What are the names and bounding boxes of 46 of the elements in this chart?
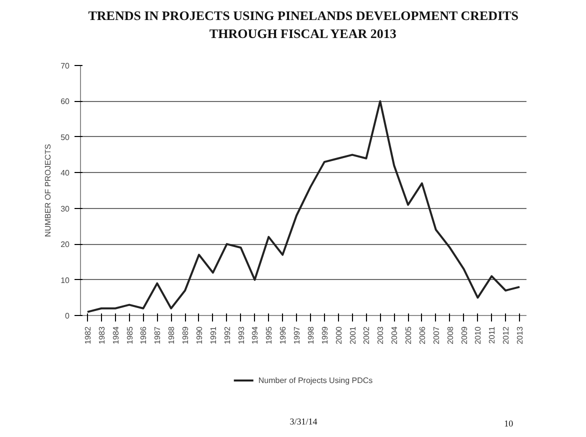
x-tick-label: 2013 bbox=[516, 326, 525, 344]
x-tick-label: 2004 bbox=[390, 326, 400, 344]
x-tick-label: 2001 bbox=[348, 326, 358, 344]
chart-title: TRENDS IN PROJECTS USING PINELANDS DEVELOPMENT CREDITS THROUGH FISCAL YEAR 2013 bbox=[88, 8, 519, 41]
legend-label: Number of Projects Using PDCs bbox=[258, 376, 373, 384]
x-tick-label: 1984 bbox=[111, 326, 120, 344]
x-tick-label: 1998 bbox=[306, 326, 316, 344]
text: 10 bbox=[504, 418, 514, 428]
x-tick-label: 1982 bbox=[83, 326, 92, 344]
x-tick-label: 1993 bbox=[236, 326, 246, 344]
x-tick-label: 2010 bbox=[474, 326, 483, 344]
y-tick-label: 40 bbox=[60, 168, 70, 178]
y-tick-label: 50 bbox=[60, 132, 70, 142]
x-tick-label: 1992 bbox=[222, 326, 232, 344]
x-tick-label: 2009 bbox=[460, 326, 469, 344]
y-tick-label: 0 bbox=[65, 312, 70, 320]
x-tick-label: 2005 bbox=[404, 326, 414, 344]
y-tick-label: 60 bbox=[60, 97, 70, 106]
y-tick-label: 30 bbox=[60, 204, 70, 214]
x-tick-label: 2002 bbox=[362, 326, 372, 344]
x-tick-label: 1986 bbox=[139, 326, 148, 344]
x-tick-label: 1996 bbox=[278, 326, 288, 344]
x-tick-label: 2011 bbox=[488, 326, 497, 344]
x-tick-label: 2003 bbox=[376, 326, 386, 344]
x-tick-label: 2000 bbox=[334, 326, 344, 344]
x-tick-label: 2012 bbox=[502, 326, 511, 344]
x-tick-label: 1997 bbox=[292, 326, 302, 344]
text: 3/31/14 bbox=[290, 416, 318, 426]
x-tick-label: 1983 bbox=[97, 326, 106, 344]
x-tick-label: 1989 bbox=[181, 326, 190, 344]
x-tick-label: 1990 bbox=[194, 326, 204, 344]
y-tick-label: 20 bbox=[60, 240, 70, 250]
x-tick-label: 1995 bbox=[264, 326, 274, 344]
x-tick-label: 2007 bbox=[432, 326, 441, 344]
x-tick-label: 2008 bbox=[446, 326, 455, 344]
x-tick-label: 1999 bbox=[320, 326, 330, 344]
x-tick-label: 1987 bbox=[153, 326, 162, 344]
line-series bbox=[86, 100, 521, 313]
y-axis-title: NUMBER OF PROJECTS bbox=[44, 144, 53, 237]
x-tick-label: 1985 bbox=[125, 326, 134, 344]
x-tick-label: 1991 bbox=[208, 326, 218, 344]
x-tick-label: 1988 bbox=[167, 326, 176, 344]
y-tick-label: 10 bbox=[60, 276, 70, 285]
x-tick-label: 1994 bbox=[250, 326, 260, 344]
x-tick-label: 2006 bbox=[418, 326, 427, 344]
y-tick-label: 70 bbox=[60, 62, 70, 70]
